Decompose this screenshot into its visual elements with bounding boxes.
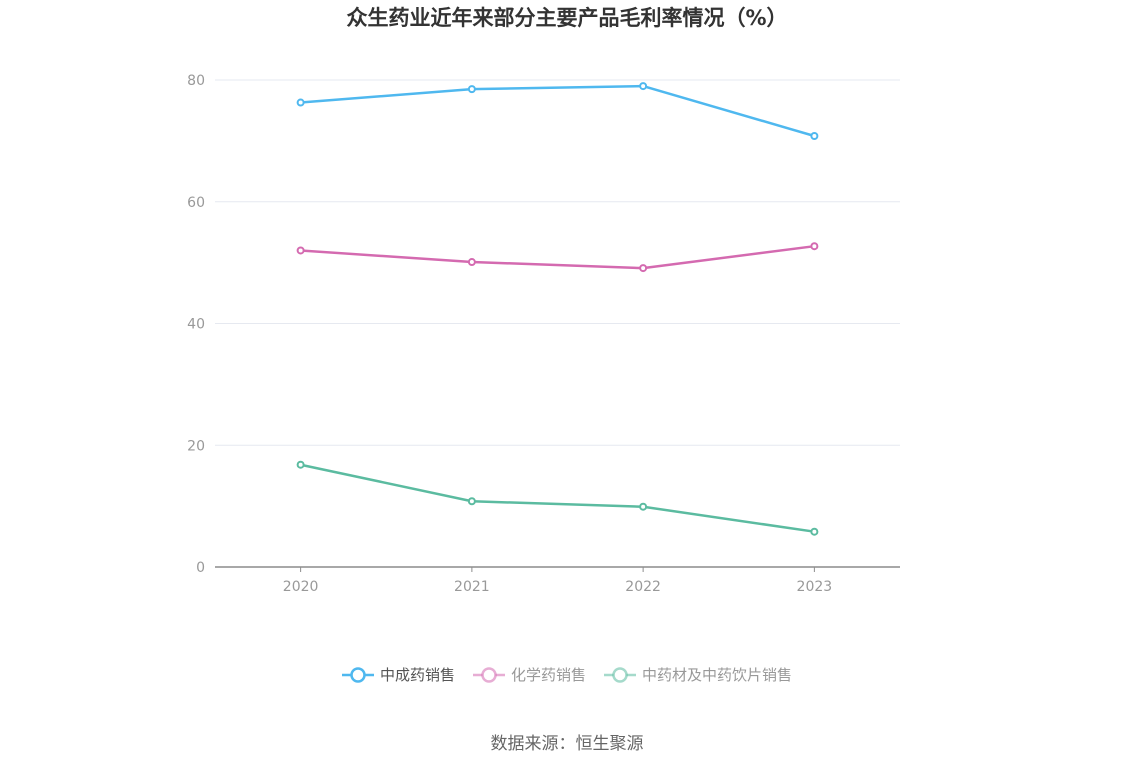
legend-label: 中药材及中药饮片销售 <box>642 666 793 684</box>
legend-label: 化学药销售 <box>510 666 586 684</box>
data-point[interactable] <box>467 497 476 506</box>
y-tick-label: 60 <box>187 195 205 211</box>
x-tick-label: 2021 <box>454 579 490 595</box>
legend-item-1[interactable]: 化学药销售 <box>472 664 586 685</box>
data-point[interactable] <box>639 264 648 273</box>
source-note: 数据来源：恒生聚源 <box>490 734 644 754</box>
legend-marker-icon <box>341 666 374 683</box>
legend-marker-icon <box>472 666 505 683</box>
chart-title: 众生药业近年来部分主要产品毛利率情况（%） <box>346 6 788 30</box>
data-point[interactable] <box>296 246 305 255</box>
data-point[interactable] <box>810 242 819 251</box>
data-point[interactable] <box>639 82 648 91</box>
y-tick-label: 0 <box>196 560 205 576</box>
data-point[interactable] <box>810 527 819 536</box>
data-point[interactable] <box>296 98 305 107</box>
series-line-2 <box>300 463 815 533</box>
legend: 中成药销售 化学药销售 中药材及中药饮片销售 <box>0 664 1134 685</box>
line-chart: 0 20 40 60 80 2020 2021 2022 2023 <box>187 73 900 595</box>
data-point[interactable] <box>296 460 305 469</box>
data-point[interactable] <box>810 132 819 141</box>
legend-item-0[interactable]: 中成药销售 <box>341 664 455 685</box>
legend-item-2[interactable]: 中药材及中药饮片销售 <box>604 664 792 685</box>
data-point[interactable] <box>467 85 476 94</box>
data-point[interactable] <box>639 502 648 511</box>
data-point[interactable] <box>467 258 476 267</box>
y-tick-label: 80 <box>187 73 205 89</box>
series-line-1 <box>300 244 815 270</box>
x-tick-label: 2022 <box>625 579 661 595</box>
grid-lines <box>215 79 900 446</box>
axes: 0 20 40 60 80 2020 2021 2022 2023 <box>187 73 900 595</box>
series-line-0 <box>300 84 815 138</box>
y-tick-label: 20 <box>187 438 205 454</box>
x-tick-label: 2020 <box>283 579 319 595</box>
y-tick-label: 40 <box>187 317 205 333</box>
legend-marker-icon <box>604 666 636 683</box>
legend-label: 中成药销售 <box>379 666 455 684</box>
series-lines <box>296 82 819 536</box>
x-tick-label: 2023 <box>797 579 833 595</box>
